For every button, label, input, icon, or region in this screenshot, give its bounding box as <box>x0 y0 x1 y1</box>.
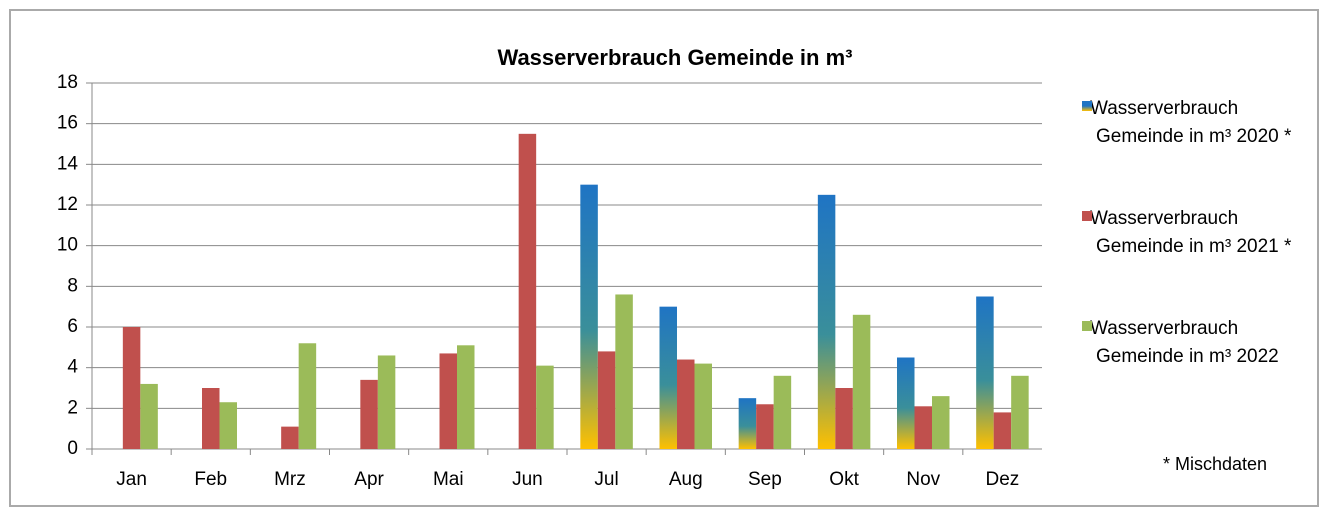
bar <box>439 353 457 449</box>
x-tick-label: Sep <box>748 469 782 490</box>
bar <box>897 357 915 449</box>
y-tick-label: 0 <box>67 438 78 459</box>
bar <box>298 343 317 449</box>
legend-entry: Wasserverbrauch Gemeinde in m³ 2021 * <box>1082 205 1310 261</box>
bar <box>1011 375 1029 449</box>
bar <box>615 294 633 449</box>
bar <box>597 351 616 449</box>
legend-label: Wasserverbrauch Gemeinde in m³ 2020 * <box>1090 98 1292 147</box>
annotation: * Mischdaten <box>1163 454 1267 474</box>
bar <box>976 296 994 449</box>
bar <box>659 306 677 449</box>
y-tick-label: 6 <box>67 316 78 337</box>
legend-entry: Wasserverbrauch Gemeinde in m³ 2020 * <box>1082 95 1310 151</box>
bar <box>993 412 1012 449</box>
y-tick-label: 8 <box>67 275 78 296</box>
y-tick-label: 14 <box>57 153 79 174</box>
bar <box>281 426 299 449</box>
legend-label: Wasserverbrauch Gemeinde in m³ 2022 <box>1090 318 1279 367</box>
bar <box>202 388 220 449</box>
bar <box>360 379 378 449</box>
y-tick-label: 18 <box>57 72 78 93</box>
bar <box>756 404 774 449</box>
bar <box>773 375 792 449</box>
y-tick-label: 10 <box>57 235 78 256</box>
legend-label: Wasserverbrauch Gemeinde in m³ 2021 * <box>1090 208 1292 257</box>
bar <box>457 345 475 449</box>
y-tick-label: 4 <box>67 357 78 378</box>
bar <box>536 365 554 449</box>
x-tick-label: Feb <box>194 469 227 490</box>
bar <box>694 363 712 449</box>
bar <box>122 327 141 449</box>
bar <box>580 184 598 449</box>
y-tick-label: 12 <box>57 194 78 215</box>
x-tick-label: Jan <box>116 469 147 490</box>
bar <box>932 396 950 449</box>
chart-title: Wasserverbrauch Gemeinde in m³ <box>498 45 853 70</box>
legend-swatch <box>1082 211 1092 221</box>
bar <box>738 398 757 449</box>
bar <box>377 355 396 449</box>
x-tick-label: Okt <box>829 469 859 490</box>
x-tick-label: Aug <box>669 469 703 490</box>
x-tick-label: Nov <box>906 469 940 490</box>
y-tick-label: 2 <box>67 397 78 418</box>
x-tick-label: Jun <box>512 469 543 490</box>
x-tick-label: Dez <box>986 469 1020 490</box>
bar <box>835 388 853 449</box>
legend-swatch <box>1082 321 1092 331</box>
x-tick-label: Apr <box>354 469 384 490</box>
bar <box>140 383 158 449</box>
legend-swatch <box>1082 101 1092 111</box>
x-tick-label: Mrz <box>274 469 306 490</box>
bar <box>219 402 237 449</box>
legend-entry: Wasserverbrauch Gemeinde in m³ 2022 <box>1082 315 1310 371</box>
bar <box>914 406 932 449</box>
bar <box>852 314 871 449</box>
bar <box>677 359 695 449</box>
bar <box>518 133 537 450</box>
bar <box>817 194 836 449</box>
y-tick-label: 16 <box>57 113 78 134</box>
x-tick-label: Jul <box>594 469 618 490</box>
x-tick-label: Mai <box>433 469 464 490</box>
